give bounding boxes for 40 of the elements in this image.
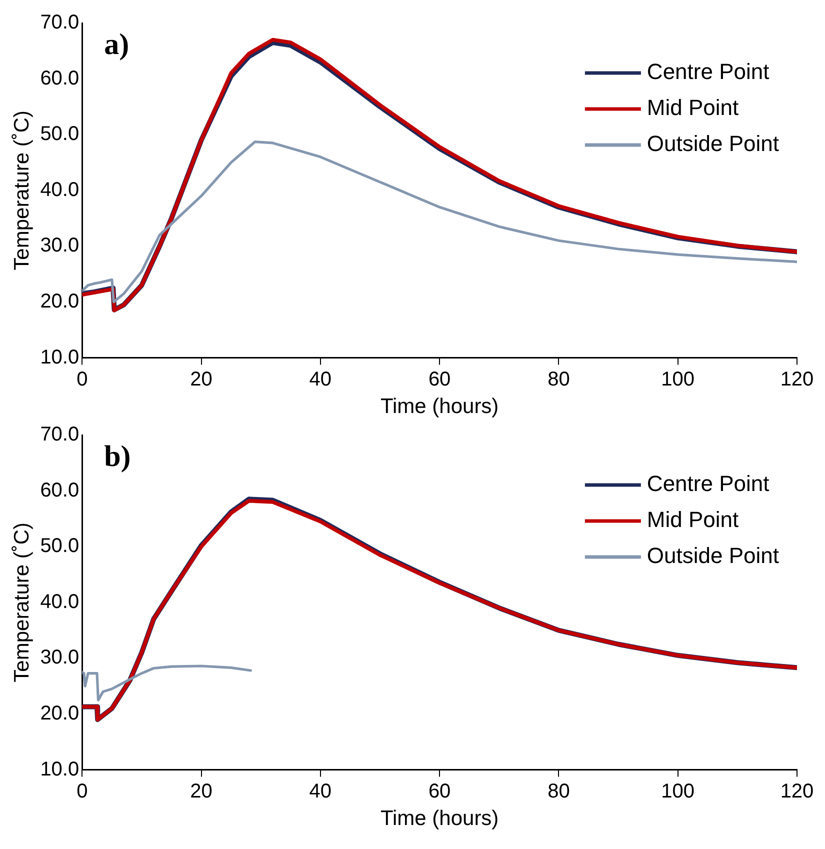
x-tick-label: 20 <box>190 780 212 802</box>
y-tick-label: 30.0 <box>40 234 80 257</box>
chart-title: a) <box>104 28 130 61</box>
x-tick-label: 20 <box>190 368 212 390</box>
y-tick-label: 50.0 <box>40 535 80 558</box>
legend-label: Outside Point <box>646 543 780 568</box>
y-axis-title: Temperature (˚C) <box>10 110 34 270</box>
y-tick-label: 40.0 <box>40 590 80 613</box>
y-tick-label: 30.0 <box>40 646 80 669</box>
x-axis-title: Time (hours) <box>380 807 499 830</box>
x-tick-label: 0 <box>76 780 88 802</box>
legend-label: Centre Point <box>646 59 770 84</box>
y-tick-label: 50.0 <box>40 123 80 146</box>
y-tick-label: 70.0 <box>40 12 80 34</box>
y-tick-label: 20.0 <box>40 290 80 313</box>
x-tick-label: 0 <box>76 368 88 390</box>
legend-label: Outside Point <box>646 131 780 156</box>
x-tick-label: 60 <box>428 780 451 802</box>
x-tick-label: 120 <box>780 780 814 802</box>
y-tick-label: 60.0 <box>40 67 80 90</box>
x-tick-label: 120 <box>780 368 814 390</box>
y-axis-title: Temperature (˚C) <box>10 522 34 682</box>
y-tick-label: 70.0 <box>40 424 80 446</box>
x-tick-label: 40 <box>309 780 332 802</box>
y-tick-label: 10.0 <box>40 758 80 780</box>
y-tick-label: 40.0 <box>40 178 80 201</box>
y-tick-label: 60.0 <box>40 479 80 502</box>
x-axis-title: Time (hours) <box>380 395 499 418</box>
x-tick-label: 100 <box>661 780 695 802</box>
legend-label: Centre Point <box>646 471 770 496</box>
x-tick-label: 40 <box>309 368 332 390</box>
y-tick-label: 20.0 <box>40 702 80 725</box>
chart-title: b) <box>104 440 131 473</box>
x-tick-label: 60 <box>428 368 451 390</box>
x-tick-label: 80 <box>548 780 570 802</box>
y-tick-label: 10.0 <box>40 346 80 368</box>
legend-label: Mid Point <box>646 507 739 532</box>
legend-label: Mid Point <box>646 95 739 120</box>
x-tick-label: 100 <box>661 368 695 390</box>
x-tick-label: 80 <box>548 368 570 390</box>
